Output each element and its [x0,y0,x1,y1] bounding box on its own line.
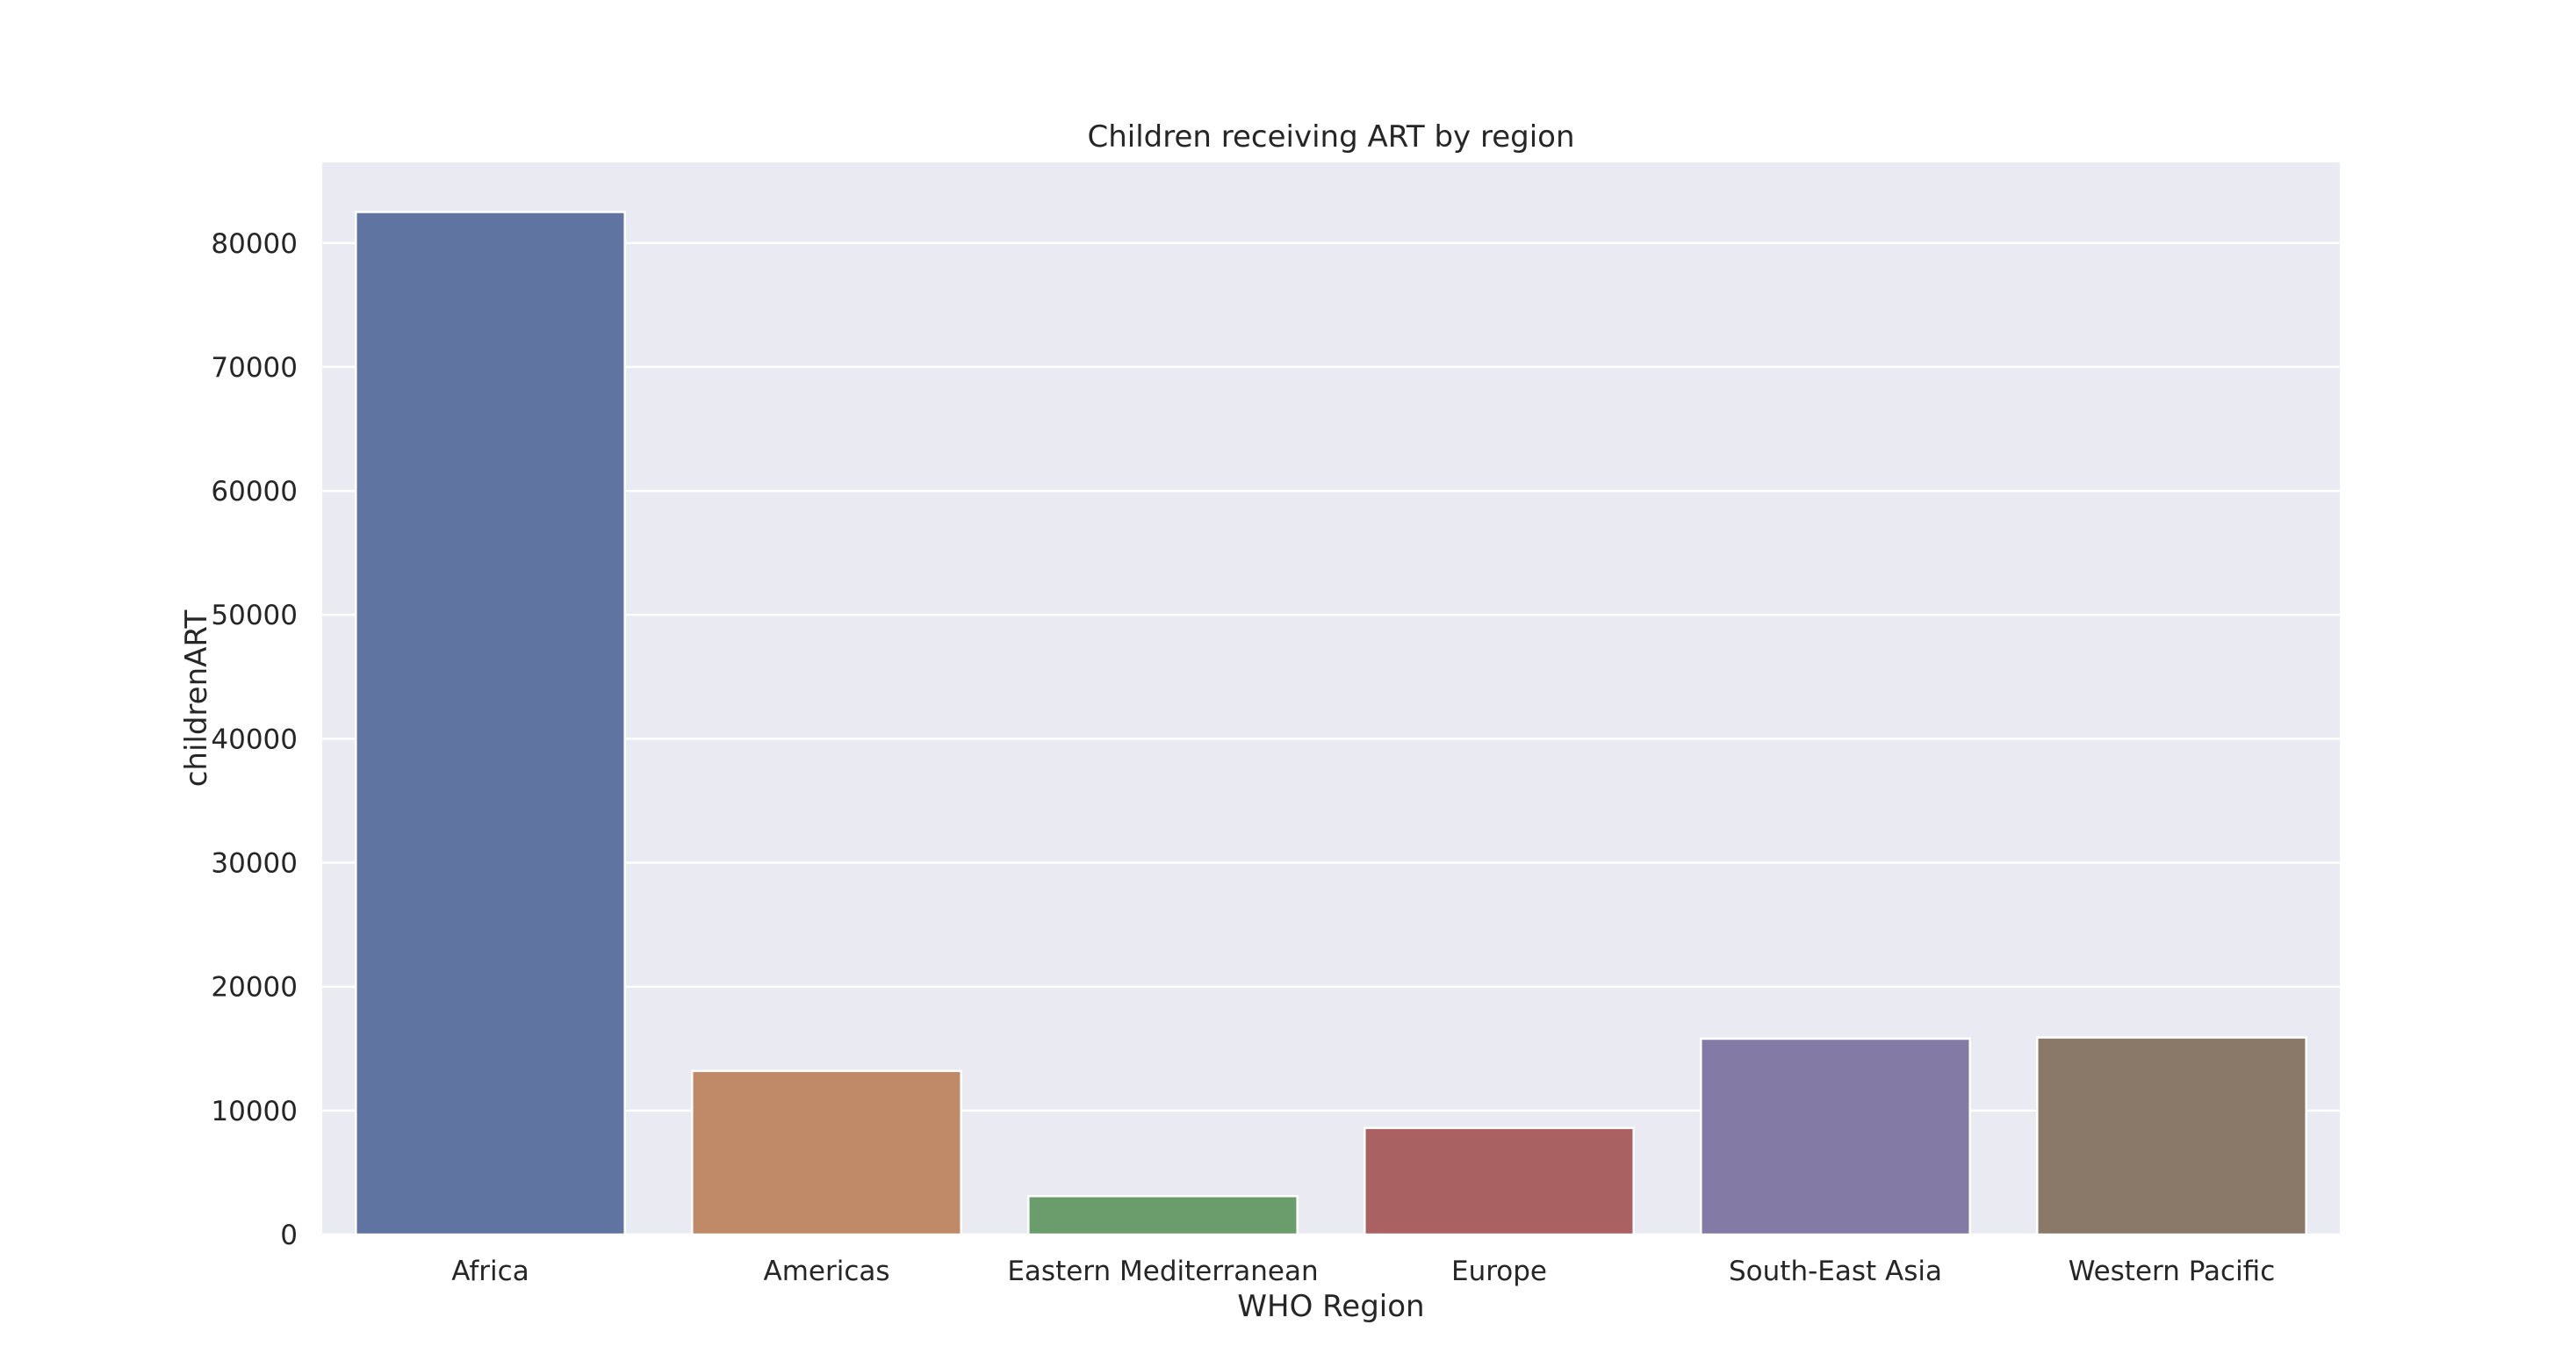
x-tick-label: South-East Asia [1729,1256,1942,1287]
y-tick-label: 0 [280,1220,298,1251]
y-tick-label: 70000 [211,352,298,384]
bars [355,211,2307,1236]
x-tick-label: Eastern Mediterranean [1007,1256,1318,1287]
plot-area [322,162,2340,1235]
x-tick-label: Europe [1451,1256,1547,1287]
x-tick-label: Americas [763,1256,889,1287]
y-tick-label: 10000 [211,1096,298,1127]
chart-title: Children receiving ART by region [1087,119,1574,155]
grid-lines [322,241,2340,1236]
x-axis-label: WHO Region [1237,1289,1424,1324]
y-axis-ticks: 0 10000 20000 30000 40000 50000 60000 70000 8000… [211,228,298,1251]
bar-eastern-mediterranean [1027,1194,1299,1236]
y-axis-label: childrenART [179,609,214,787]
bar-africa [355,211,626,1236]
bar-western-pacific [2036,1036,2307,1236]
bar-south-east-asia [1700,1037,1971,1236]
bar-europe [1364,1127,1635,1236]
bar-americas [691,1069,962,1236]
y-tick-label: 30000 [211,848,298,880]
y-tick-label: 80000 [211,228,298,260]
x-tick-label: Africa [451,1256,529,1287]
x-tick-label: Western Pacific [2069,1256,2276,1287]
x-axis-ticks: Africa Americas Eastern Mediterranean Europ… [451,1256,2275,1287]
y-tick-label: 50000 [211,600,298,631]
y-tick-label: 60000 [211,476,298,508]
y-tick-label: 40000 [211,724,298,755]
y-tick-label: 20000 [211,972,298,1004]
